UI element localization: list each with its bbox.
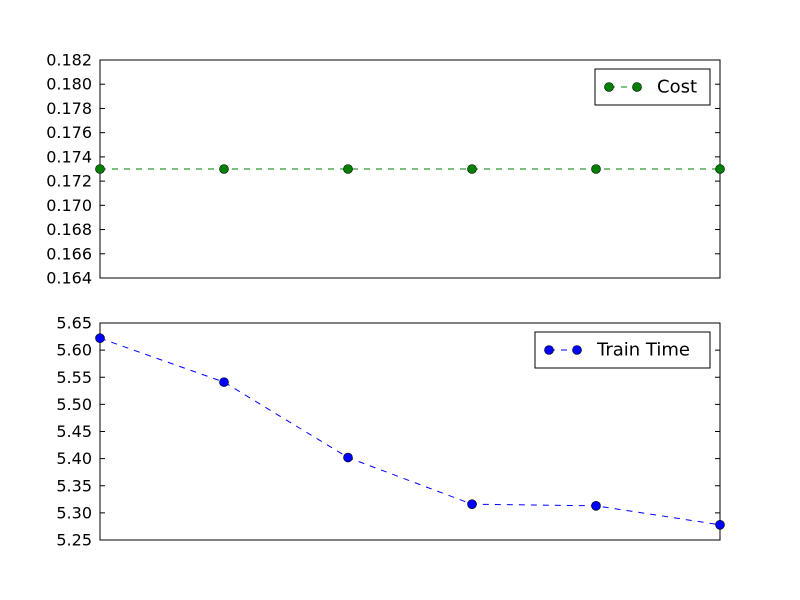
- data-point: [95, 164, 105, 174]
- y-tick-label: 0.168: [46, 220, 92, 239]
- y-tick-label: 0.170: [46, 196, 92, 215]
- legend: Train Time: [534, 331, 711, 369]
- legend: Cost: [594, 68, 711, 106]
- legend-marker: [572, 345, 582, 355]
- data-point: [591, 164, 601, 174]
- y-tick-label: 5.65: [56, 314, 92, 333]
- y-tick-label: 5.35: [56, 476, 92, 495]
- y-tick-label: 5.45: [56, 422, 92, 441]
- y-tick-label: 5.60: [56, 341, 92, 360]
- legend-marker: [604, 82, 614, 92]
- y-tick-label: 5.40: [56, 449, 92, 468]
- y-tick-label: 0.172: [46, 172, 92, 191]
- y-tick-label: 0.182: [46, 51, 92, 70]
- cost-chart-panel: 0.164 0.166 0.168 0.170 0.172 0.174 0.176 0.178…: [46, 51, 725, 288]
- y-tick-label: 0.180: [46, 75, 92, 94]
- series-line: [99, 337, 721, 526]
- y-tick-label: 0.166: [46, 244, 92, 263]
- legend-label: Train Time: [596, 340, 690, 361]
- y-tick-label: 5.50: [56, 395, 92, 414]
- data-point: [343, 164, 353, 174]
- legend-label: Cost: [657, 77, 697, 98]
- data-point: [591, 501, 601, 511]
- data-point: [219, 377, 229, 387]
- data-point: [219, 164, 229, 174]
- data-point: [715, 520, 725, 530]
- y-tick-label: 5.25: [56, 531, 92, 550]
- legend-marker: [632, 82, 642, 92]
- data-point: [715, 164, 725, 174]
- y-tick-label: 5.55: [56, 368, 92, 387]
- train-time-chart-panel: 5.25 5.30 5.35 5.40 5.45 5.50 5.55 5.60 5.65 Trai…: [56, 314, 725, 550]
- y-tick-label: 5.30: [56, 503, 92, 522]
- legend-marker: [544, 345, 554, 355]
- data-point: [343, 452, 353, 463]
- y-tick-label: 0.176: [46, 123, 92, 142]
- y-tick-label: 0.178: [46, 99, 92, 118]
- y-tick-label: 0.174: [46, 147, 92, 166]
- data-point: [467, 164, 477, 174]
- data-point: [467, 499, 477, 509]
- y-tick-label: 0.164: [46, 269, 92, 288]
- data-point: [95, 333, 105, 343]
